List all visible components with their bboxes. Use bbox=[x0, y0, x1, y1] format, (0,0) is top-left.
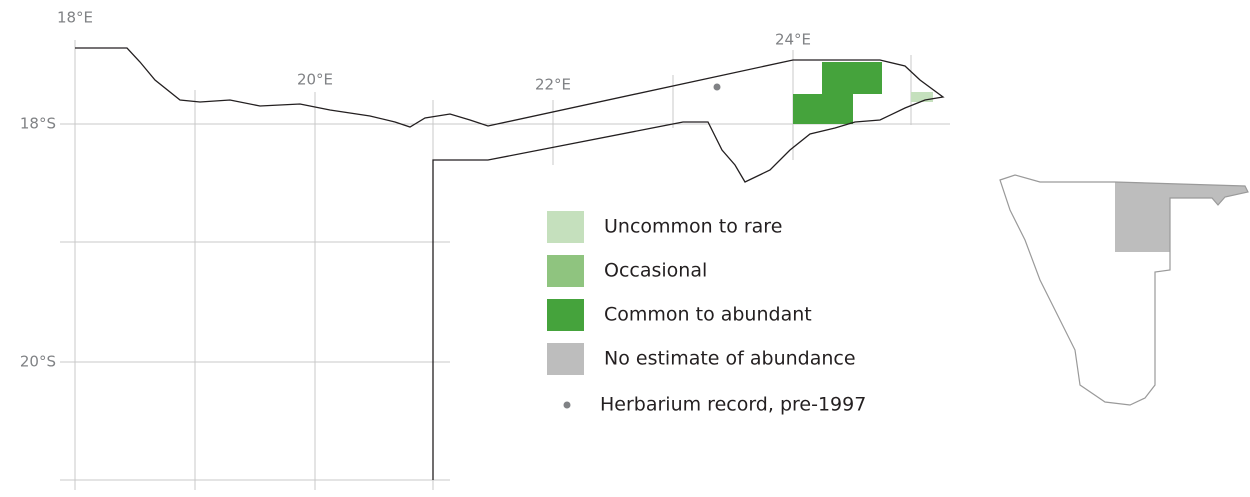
border bbox=[75, 47, 945, 480]
lon-label: 24°E bbox=[775, 31, 811, 49]
legend-swatch bbox=[547, 211, 584, 243]
lon-label: 18°E bbox=[57, 9, 93, 27]
cell bbox=[793, 94, 853, 124]
cells bbox=[793, 62, 933, 124]
legend-dot bbox=[563, 401, 571, 409]
legend: Uncommon to rare Occasional Common to abun… bbox=[547, 211, 866, 416]
lat-label: 18°S bbox=[20, 115, 56, 133]
legend-label: Herbarium record, pre-1997 bbox=[600, 394, 866, 416]
inset-map bbox=[999, 174, 1249, 406]
cell bbox=[911, 92, 933, 102]
legend-label: Common to abundant bbox=[604, 304, 812, 326]
lon-label: 22°E bbox=[535, 76, 571, 94]
lat-label: 20°S bbox=[20, 353, 56, 371]
legend-swatch bbox=[547, 343, 584, 375]
cell bbox=[822, 62, 882, 94]
legend-label: Uncommon to rare bbox=[604, 216, 782, 238]
herbarium-record bbox=[713, 83, 721, 91]
legend-swatch bbox=[547, 255, 584, 287]
legend-swatch bbox=[547, 299, 584, 331]
lon-label: 20°E bbox=[297, 71, 333, 89]
legend-label: No estimate of abundance bbox=[604, 348, 856, 370]
legend-label: Occasional bbox=[604, 260, 707, 282]
